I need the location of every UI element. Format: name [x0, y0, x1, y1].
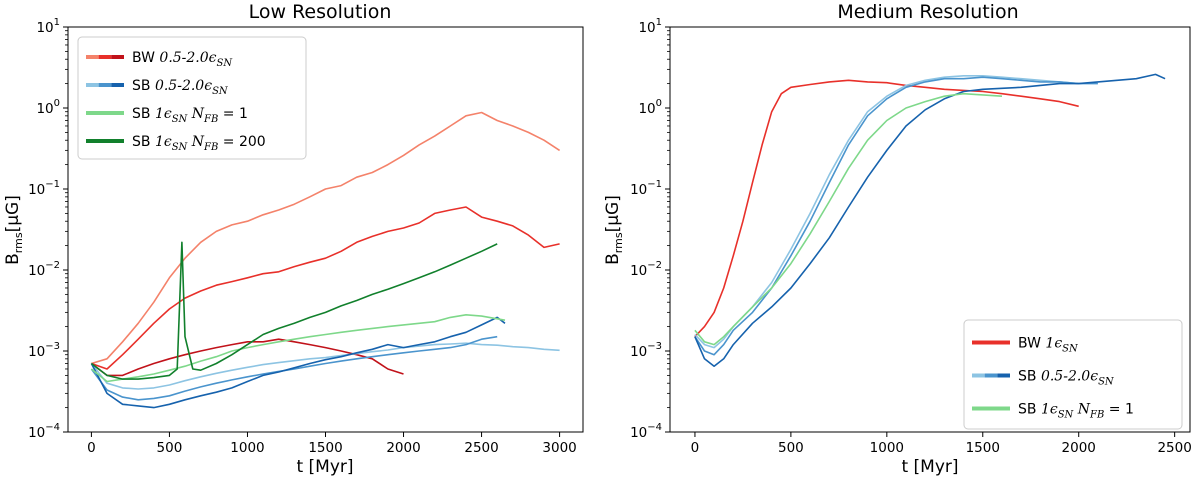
y-tick-label: 10−3: [28, 341, 60, 360]
x-axis-label: t [Myr]: [901, 457, 958, 477]
legend: BW 1ϵSN SB 0.5-2.0ϵSN SB 1ϵSN NFB = 1: [963, 319, 1183, 430]
x-tick-label: 1000: [870, 440, 904, 456]
series-layer: [694, 73, 1166, 368]
x-tick-label: 2000: [386, 440, 420, 456]
y-tick-label: 101: [638, 17, 662, 36]
legend-box: [77, 36, 307, 160]
series-line: [90, 316, 506, 409]
x-tick-label: 2500: [464, 440, 498, 456]
y-axis-label: Brms[μG]: [3, 195, 25, 265]
series-line: [694, 73, 1166, 368]
legend-label: SB 0.5-2.0ϵSN: [132, 78, 229, 97]
y-axis-label: Brms[μG]: [603, 195, 625, 265]
x-tick-label: 0: [691, 440, 700, 456]
y-axis-label-main: B: [3, 253, 23, 265]
chart-title: Medium Resolution: [837, 1, 1018, 23]
plot-frame: [669, 26, 1191, 433]
x-tick-label: 1500: [308, 440, 342, 456]
series-line: [90, 335, 498, 401]
y-axis-label-main: B: [603, 253, 623, 265]
legend-label: SB 1ϵSN NFB = 1: [132, 106, 248, 125]
medium-resolution-panel: Medium Resolution 0 500 1000 1500 2000 2500 10…: [603, 1, 1192, 477]
x-tick-label: 0: [87, 440, 96, 456]
series-line: [90, 313, 506, 383]
y-axis-label-unit: [μG]: [3, 195, 23, 232]
y-tick-label: 10−1: [630, 179, 662, 198]
legend-label: SB 0.5-2.0ϵSN: [1018, 369, 1115, 388]
y-tick-label: 100: [36, 98, 60, 117]
tick-layer: 0 500 1000 1500 2000 2500 10−4 10−3 10−2 10−1 100 1…: [630, 17, 1192, 456]
legend-label: SB 1ϵSN NFB = 200: [132, 134, 266, 153]
legend: BW 0.5-2.0ϵSN SB 0.5-2.0ϵSN SB 1ϵSN NFB = …: [77, 36, 307, 160]
low-resolution-panel: Low Resolution 0 500 1000 1500 2000 2500 3000 1…: [3, 1, 584, 477]
y-tick-label: 10−4: [630, 422, 662, 441]
tick-layer: 0 500 1000 1500 2000 2500 3000 10−4 10−3 10−2 10−1…: [28, 17, 577, 456]
legend-label: BW 1ϵSN: [1018, 336, 1079, 355]
x-tick-label: 500: [157, 440, 183, 456]
y-tick-label: 10−2: [28, 260, 60, 279]
y-axis-label-sub: rms: [612, 232, 625, 253]
series-line: [90, 241, 498, 380]
x-tick-label: 500: [778, 440, 804, 456]
y-tick-label: 100: [638, 98, 662, 117]
y-tick-label: 101: [36, 17, 60, 36]
series-line: [694, 79, 1079, 338]
x-tick-label: 2500: [1157, 440, 1191, 456]
series-line: [91, 111, 561, 365]
series-line: [694, 76, 1098, 356]
x-axis-label: t [Myr]: [296, 457, 353, 477]
x-tick-label: 2000: [1062, 440, 1096, 456]
y-tick-label: 10−3: [630, 341, 662, 360]
series-line: [90, 342, 560, 390]
chart-title: Low Resolution: [249, 1, 392, 23]
y-tick-label: 10−1: [28, 179, 60, 198]
x-tick-label: 1000: [230, 440, 264, 456]
legend-label: SB 1ϵSN NFB = 1: [1018, 402, 1134, 421]
y-tick-label: 10−4: [28, 422, 60, 441]
legend-label: BW 0.5-2.0ϵSN: [132, 50, 233, 69]
legend-box: [963, 319, 1183, 430]
x-tick-label: 3000: [542, 440, 576, 456]
y-axis-label-unit: [μG]: [603, 195, 623, 232]
series-line: [694, 92, 1003, 346]
y-axis-label-sub: rms: [12, 232, 25, 253]
series-line: [91, 206, 560, 370]
series-layer: [90, 111, 561, 409]
y-tick-label: 10−2: [630, 260, 662, 279]
x-tick-label: 1500: [966, 440, 1000, 456]
